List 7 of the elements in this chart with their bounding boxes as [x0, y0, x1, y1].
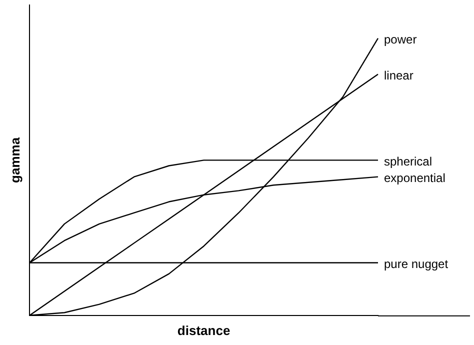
series-label: power [384, 32, 417, 47]
x-axis-title: distance [177, 322, 230, 338]
series-label: pure nugget [384, 257, 449, 272]
series-label: linear [384, 68, 414, 83]
series-label: spherical [384, 154, 432, 169]
y-axis-title: gamma [7, 136, 22, 183]
series-label: exponential [384, 171, 446, 186]
